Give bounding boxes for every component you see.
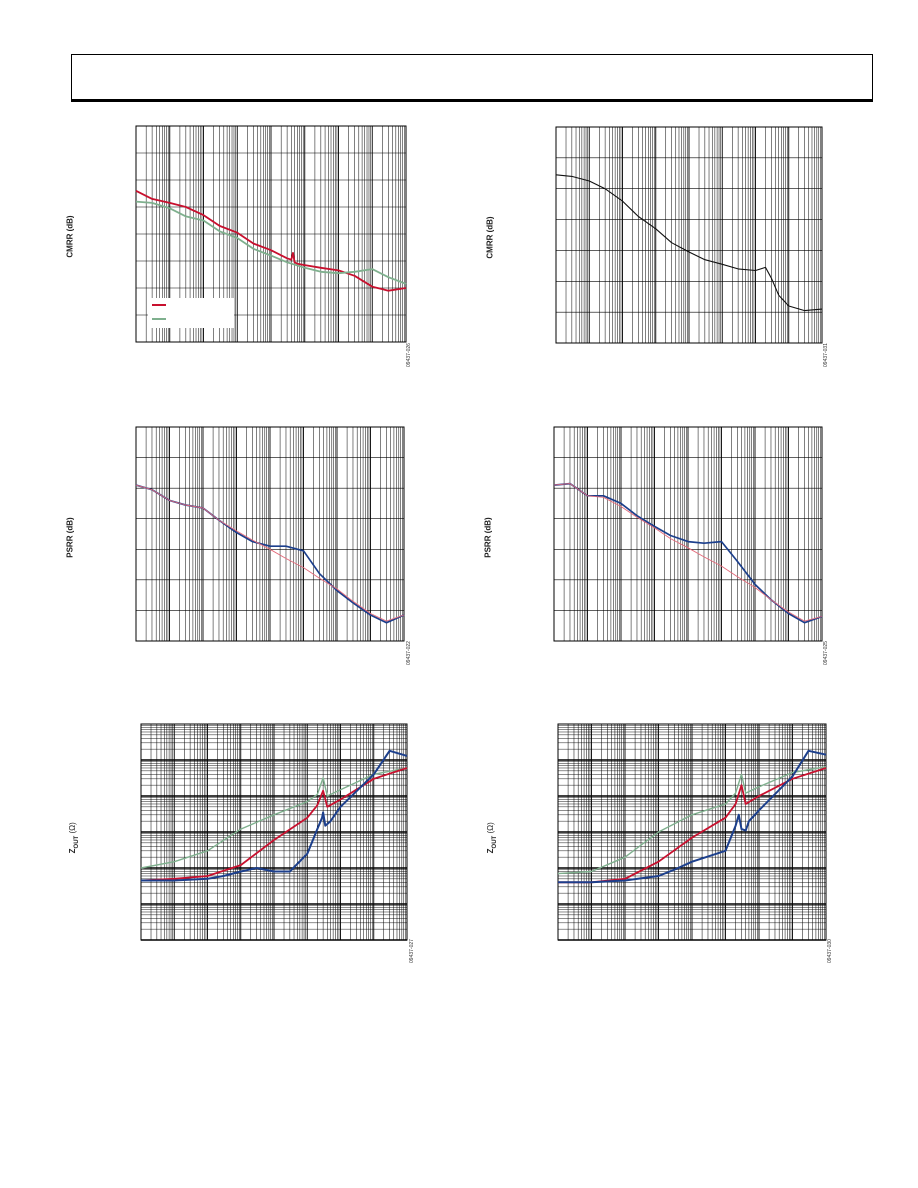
figure-code: 09437-025 (823, 641, 829, 665)
grid (553, 427, 822, 641)
series-line-2 (141, 749, 408, 882)
chart-panel-zout-right (557, 723, 827, 941)
page-header-box (71, 54, 873, 102)
figure-code: 09437-031 (823, 343, 829, 367)
series-line-1 (553, 483, 823, 622)
plot-frame (135, 125, 407, 343)
grid (555, 127, 822, 343)
plot-frame (140, 723, 408, 941)
plot-frame (553, 426, 823, 642)
series-line-0 (135, 189, 407, 292)
series-line-1 (140, 767, 408, 882)
series-line-1 (558, 767, 827, 884)
plot-frame (555, 126, 823, 344)
plot-frame (557, 723, 827, 941)
chart-svg-zout-right (557, 723, 827, 941)
figure-code: 09437-030 (827, 939, 833, 963)
chart-panel-psrr-right (553, 426, 823, 642)
series-line-0 (555, 174, 823, 312)
series-line-1 (135, 484, 405, 622)
figure-code: 09437-026 (406, 343, 412, 367)
chart-panel-cmrr-left (135, 125, 407, 343)
y-axis-label: ZOUT (Ω) (68, 822, 80, 854)
y-axis-label: PSRR (dB) (65, 517, 75, 558)
chart-svg-cmrr-right (555, 126, 823, 344)
series-line-2 (558, 749, 827, 884)
y-axis-label: CMRR (dB) (485, 216, 495, 259)
legend-box (148, 298, 234, 328)
series-line-1 (135, 200, 407, 285)
y-axis-label: CMRR (dB) (65, 215, 75, 258)
grid (140, 724, 407, 941)
chart-svg-psrr-left (135, 426, 405, 642)
y-axis-label: PSRR (dB) (483, 517, 493, 558)
chart-panel-cmrr-right (555, 126, 823, 344)
figure-code: 09437-027 (409, 939, 415, 963)
grid (135, 427, 404, 641)
series-line-0 (140, 767, 408, 869)
chart-panel-psrr-left (135, 426, 405, 642)
chart-svg-psrr-right (553, 426, 823, 642)
chart-svg-zout-left (140, 723, 408, 941)
chart-panel-zout-left (140, 723, 408, 941)
y-axis-label: ZOUT (Ω) (486, 822, 498, 854)
legend (148, 298, 234, 328)
figure-code: 09437-022 (406, 641, 412, 665)
plot-frame (135, 426, 405, 642)
series-line-0 (557, 766, 827, 875)
chart-svg-cmrr-left (135, 125, 407, 343)
grid (557, 724, 826, 941)
